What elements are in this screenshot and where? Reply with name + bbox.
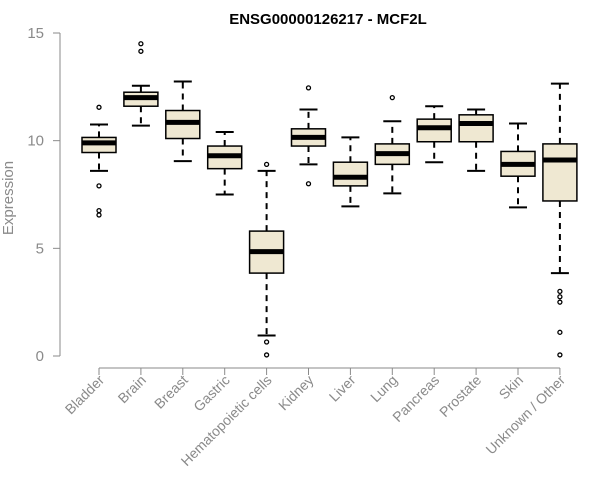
x-tick-label: Pancreas <box>389 372 442 425</box>
x-tick-label: Bladder <box>62 372 108 418</box>
chart-title: ENSG00000126217 - MCF2L <box>229 11 427 28</box>
y-tick-label: 15 <box>27 25 44 42</box>
y-axis-label: Expression <box>0 161 17 235</box>
iqr-box <box>542 143 578 202</box>
box-pancreas <box>416 105 452 164</box>
x-tick-label: Brain <box>115 372 149 406</box>
x-tick-label: Unknown / Other <box>482 372 568 458</box>
iqr-box <box>458 114 494 143</box>
iqr-box <box>416 118 452 143</box>
x-tick-label: Prostate <box>436 372 484 420</box>
y-axis: 0 5 10 15 <box>27 25 61 365</box>
box-lung <box>374 94 411 195</box>
box-liver <box>332 136 369 208</box>
outlier-point <box>96 183 102 189</box>
outlier-point <box>96 207 102 214</box>
outlier-point <box>263 352 270 358</box>
box-gastric <box>206 131 243 196</box>
outlier-point <box>305 181 312 187</box>
box-hematopoietic-cells <box>248 161 285 358</box>
y-tick-label: 5 <box>36 240 44 257</box>
outlier-point <box>389 94 395 101</box>
y-tick-label: 0 <box>36 348 44 365</box>
outlier-point <box>138 48 144 54</box>
outlier-point <box>557 294 563 300</box>
box-unknown-other <box>542 82 578 358</box>
outlier-point <box>263 339 270 345</box>
x-tick-label: Lung <box>367 372 400 405</box>
outlier-point <box>96 212 102 218</box>
outlier-point <box>138 41 144 47</box>
box-kidney <box>290 85 327 187</box>
iqr-box <box>332 161 369 187</box>
box-brain <box>123 41 159 127</box>
x-tick-label: Breast <box>151 372 191 412</box>
outlier-point <box>557 288 563 295</box>
box-bladder <box>81 104 117 218</box>
box-skin <box>500 122 536 209</box>
x-tick-label: Liver <box>326 372 359 405</box>
outlier-point <box>305 85 312 91</box>
y-tick-label: 10 <box>27 133 44 150</box>
x-tick-label: Skin <box>496 372 527 403</box>
box-breast <box>165 80 201 163</box>
outlier-point <box>557 329 563 335</box>
outlier-point <box>557 299 563 305</box>
box-prostate <box>458 108 494 172</box>
outlier-point <box>557 352 563 358</box>
outlier-point <box>96 104 102 110</box>
x-tick-label: Kidney <box>275 372 317 414</box>
plot-area <box>81 41 578 358</box>
outlier-point <box>263 161 270 168</box>
